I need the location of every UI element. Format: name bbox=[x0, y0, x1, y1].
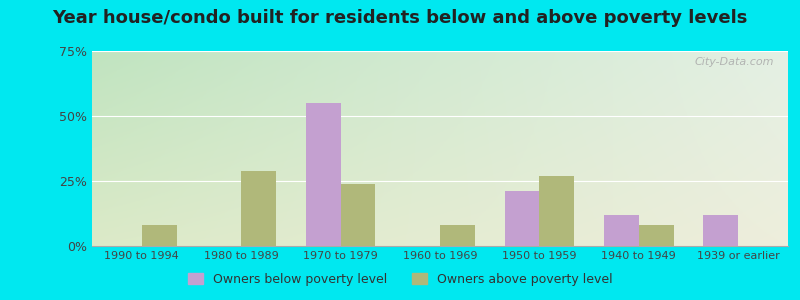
Bar bbox=[142, 225, 177, 246]
Bar bbox=[306, 103, 341, 246]
Text: City-Data.com: City-Data.com bbox=[694, 57, 774, 67]
Bar bbox=[341, 184, 375, 246]
Bar bbox=[703, 215, 738, 246]
Legend: Owners below poverty level, Owners above poverty level: Owners below poverty level, Owners above… bbox=[182, 268, 618, 291]
Bar bbox=[539, 176, 574, 246]
Bar bbox=[440, 225, 474, 246]
Text: Year house/condo built for residents below and above poverty levels: Year house/condo built for residents bel… bbox=[52, 9, 748, 27]
Bar bbox=[505, 191, 539, 246]
Bar bbox=[639, 225, 674, 246]
Bar bbox=[241, 171, 276, 246]
Bar bbox=[604, 215, 639, 246]
